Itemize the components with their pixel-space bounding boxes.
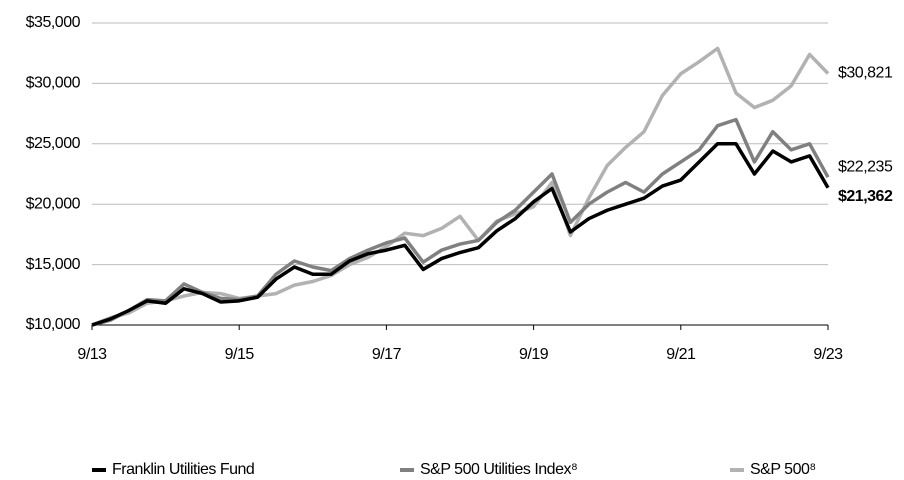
series-line — [91, 142, 830, 327]
legend-label: S&P 500 Utilities Index⁸ — [420, 461, 577, 478]
x-tick-label: 9/19 — [519, 346, 549, 363]
end-label: $30,821 — [838, 65, 893, 82]
y-tick-label: $10,000 — [26, 316, 81, 333]
end-label: $21,362 — [838, 188, 893, 205]
legend-label: S&P 500⁸ — [750, 461, 816, 478]
x-tick-label: 9/13 — [77, 346, 107, 363]
x-tick-label: 9/17 — [372, 346, 402, 363]
x-tick-label: 9/21 — [666, 346, 696, 363]
series-line — [91, 117, 830, 327]
legend-label: Franklin Utilities Fund — [112, 461, 254, 478]
y-tick-label: $35,000 — [26, 14, 81, 31]
x-tick-label: 9/15 — [225, 346, 255, 363]
y-tick-label: $20,000 — [26, 195, 81, 212]
end-label: $22,235 — [838, 158, 893, 175]
x-tick-label: 9/23 — [813, 346, 843, 363]
series-line — [91, 46, 830, 327]
y-tick-label: $25,000 — [26, 135, 81, 152]
y-tick-label: $15,000 — [26, 256, 81, 273]
y-tick-label: $30,000 — [26, 75, 81, 92]
